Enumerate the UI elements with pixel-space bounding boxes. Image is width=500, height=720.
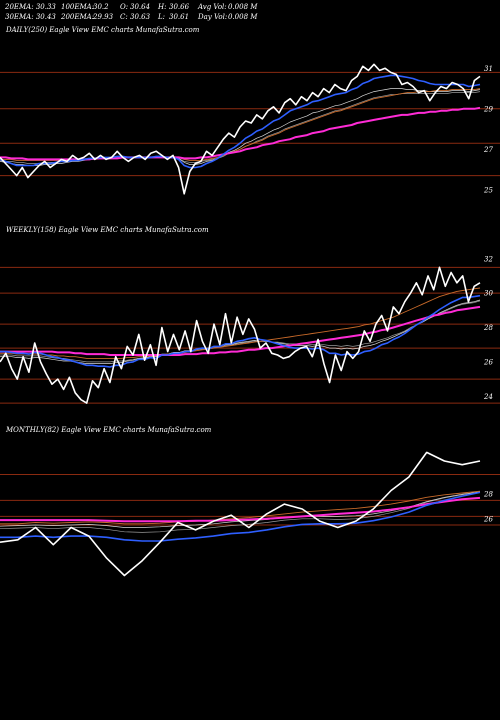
daily-panel-title: DAILY(250) Eagle View EMC charts MunafaS… — [6, 26, 200, 34]
hdr-close-value: 30.63 — [130, 13, 151, 21]
weekly-panel-title: WEEKLY(158) Eagle View EMC charts Munafa… — [6, 226, 209, 234]
hdr-high-label: H: — [158, 3, 167, 11]
monthly-price-line — [0, 451, 481, 577]
weekly-y-tick-label: 32 — [484, 255, 493, 263]
hdr-open-value: 30.64 — [130, 3, 151, 11]
weekly-price-line — [0, 266, 481, 404]
hdr-30ema-value: 30.43 — [35, 13, 56, 21]
monthly-y-tick-label: 26 — [483, 515, 493, 523]
hdr-30ema-label: 30EMA: — [5, 13, 34, 21]
hdr-dayvol-value: 0.008 M — [228, 13, 258, 21]
hdr-low-value: 30.61 — [169, 13, 190, 21]
daily-ema-mid-line — [0, 88, 481, 161]
daily-y-tick-label: 29 — [483, 105, 493, 113]
header-row-2: 30EMA: 30.43 200EMA: 29.93 C: 30.63 L: 30.6… — [5, 13, 257, 21]
hdr-low-label: L: — [158, 13, 166, 21]
daily-y-tick-label: 25 — [483, 186, 493, 194]
hdr-20ema-label: 20EMA: — [5, 3, 34, 11]
hdr-avgvol-label: Avg Vol: — [198, 3, 227, 11]
hdr-100ema-value: 30.2 — [93, 3, 109, 11]
weekly-ema-long-line — [0, 305, 481, 356]
hdr-200ema-value: 29.93 — [93, 13, 114, 21]
monthly-ema-mid-line — [0, 490, 481, 525]
weekly-y-tick-label: 26 — [483, 358, 493, 366]
daily-ema-long-line — [0, 106, 481, 161]
header-row-1: 20EMA: 30.33 100EMA: 30.2 O: 30.64 H: 30.66… — [5, 3, 257, 11]
monthly-ema-long-line — [0, 496, 481, 523]
daily-price-line — [0, 63, 481, 195]
daily-ema-mid-2-line — [0, 88, 481, 166]
weekly-ema-mid-line — [0, 287, 481, 359]
weekly-y-tick-label: 30 — [484, 290, 493, 298]
monthly-chart: 28 26 — [0, 451, 500, 577]
hdr-200ema-label: 200EMA: — [61, 13, 95, 21]
monthly-y-tick-label: 28 — [483, 491, 493, 499]
hdr-high-value: 30.66 — [169, 3, 190, 11]
hdr-close-label: C: — [120, 13, 128, 21]
weekly-y-tick-label: 28 — [483, 324, 493, 332]
daily-ema-fast-line — [0, 74, 481, 169]
hdr-avgvol-value: 0.008 M — [228, 3, 258, 11]
weekly-y-tick-label: 24 — [483, 393, 493, 401]
daily-chart: 31 29 27 25 — [0, 63, 500, 195]
weekly-ema-mid-3-line — [0, 300, 481, 363]
hdr-100ema-label: 100EMA: — [61, 3, 95, 11]
daily-y-tick-label: 31 — [484, 65, 493, 73]
monthly-ema-mid-3-line — [0, 492, 481, 533]
hdr-20ema-value: 30.33 — [35, 3, 56, 11]
weekly-chart: 32 30 28 26 24 — [0, 255, 500, 404]
monthly-ema-fast-line — [0, 491, 481, 542]
monthly-panel-title: MONTHLY(82) Eagle View EMC charts Munafa… — [6, 426, 212, 434]
daily-y-tick-label: 27 — [483, 146, 493, 154]
weekly-ema-fast-line — [0, 294, 481, 368]
hdr-dayvol-label: Day Vol: — [198, 13, 228, 21]
hdr-open-label: O: — [120, 3, 129, 11]
